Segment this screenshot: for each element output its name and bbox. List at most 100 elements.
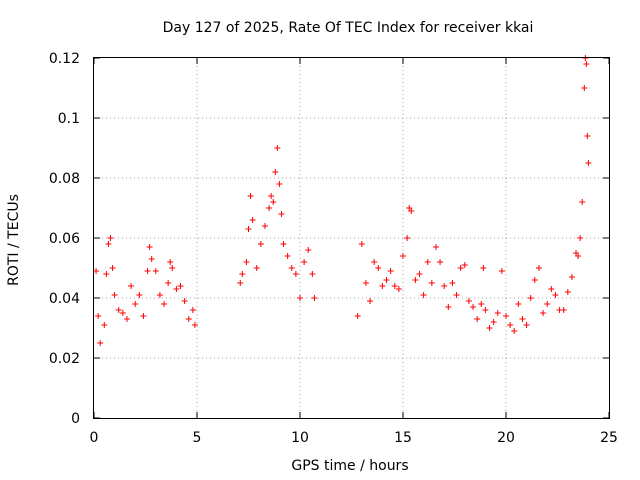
y-tick-label: 0 xyxy=(71,411,80,427)
data-point xyxy=(474,316,481,322)
data-point xyxy=(441,283,448,289)
data-point xyxy=(564,289,571,295)
data-point xyxy=(457,265,464,271)
data-point xyxy=(568,274,575,280)
data-point xyxy=(482,307,489,313)
data-point xyxy=(498,268,505,274)
data-point xyxy=(276,181,283,187)
data-point xyxy=(144,268,151,274)
data-point xyxy=(465,298,472,304)
data-point xyxy=(437,259,444,265)
data-point xyxy=(292,271,299,277)
data-point xyxy=(107,235,114,241)
data-point xyxy=(453,292,460,298)
data-point xyxy=(490,319,497,325)
data-point xyxy=(507,322,514,328)
y-tick-label: 0.08 xyxy=(49,171,80,187)
data-point xyxy=(297,295,303,301)
data-point xyxy=(416,271,423,277)
data-point xyxy=(379,283,386,289)
data-point xyxy=(575,253,582,259)
data-point xyxy=(371,259,378,265)
data-point xyxy=(115,307,122,313)
data-point xyxy=(362,280,369,286)
data-point xyxy=(119,310,126,316)
data-point xyxy=(253,265,260,271)
data-point xyxy=(531,277,538,283)
data-point xyxy=(560,307,567,313)
data-point xyxy=(515,301,522,307)
data-point xyxy=(95,313,102,319)
axis-ticks xyxy=(93,57,610,419)
data-point xyxy=(173,286,180,292)
data-point xyxy=(284,253,291,259)
data-point xyxy=(311,295,318,301)
data-point xyxy=(161,301,168,307)
data-point xyxy=(354,313,361,319)
x-tick-label: 20 xyxy=(497,430,515,446)
scatter-marks xyxy=(93,55,592,346)
data-point xyxy=(552,292,559,298)
data-point xyxy=(503,313,509,319)
data-point xyxy=(167,259,174,265)
data-point xyxy=(152,268,159,274)
data-point xyxy=(105,241,112,247)
x-tick-label: 15 xyxy=(394,430,412,446)
data-point xyxy=(148,256,155,262)
data-point xyxy=(535,265,542,271)
x-tick-label: 0 xyxy=(90,430,99,446)
data-point xyxy=(486,325,493,331)
data-point xyxy=(181,298,188,304)
data-point xyxy=(480,265,487,271)
data-point xyxy=(408,208,415,214)
data-point xyxy=(585,160,592,166)
data-point xyxy=(123,316,130,322)
data-point xyxy=(581,85,588,91)
data-point xyxy=(272,169,279,175)
data-point xyxy=(579,199,586,205)
data-point xyxy=(577,235,584,241)
data-point xyxy=(461,262,468,268)
data-point xyxy=(280,241,287,247)
data-point xyxy=(400,253,406,259)
data-point xyxy=(583,61,590,67)
data-point xyxy=(544,301,551,307)
y-axis-label: ROTI / TECUs xyxy=(6,194,22,286)
data-point xyxy=(270,199,277,205)
data-point xyxy=(97,340,104,346)
data-point xyxy=(445,304,452,310)
data-point xyxy=(519,316,526,322)
y-tick-label: 0.02 xyxy=(49,351,80,367)
data-point xyxy=(540,310,547,316)
data-point xyxy=(257,241,264,247)
data-point xyxy=(548,286,555,292)
data-point xyxy=(367,298,374,304)
data-point xyxy=(245,226,252,232)
y-tick-labels: 0 0.02 0.04 0.06 0.08 0.1 0.12 xyxy=(49,51,80,427)
data-point xyxy=(494,310,501,316)
data-point xyxy=(103,271,110,277)
data-point xyxy=(177,283,184,289)
x-axis-label: GPS time / hours xyxy=(291,458,408,474)
data-point xyxy=(511,328,518,334)
data-point xyxy=(247,193,254,199)
plot-frame xyxy=(93,57,610,419)
data-point xyxy=(237,280,244,286)
y-tick-label: 0.06 xyxy=(49,231,80,247)
data-point xyxy=(375,265,382,271)
data-point xyxy=(420,292,427,298)
data-point xyxy=(146,244,153,250)
data-point xyxy=(239,271,246,277)
data-point xyxy=(268,193,275,199)
data-point xyxy=(395,286,402,292)
data-point xyxy=(128,283,135,289)
data-point xyxy=(432,244,439,250)
data-point xyxy=(449,280,456,286)
data-point xyxy=(169,265,176,271)
data-point xyxy=(387,268,394,274)
y-tick-label: 0.1 xyxy=(58,111,80,127)
data-point xyxy=(266,205,273,211)
data-point xyxy=(428,280,435,286)
data-point xyxy=(523,322,530,328)
data-point xyxy=(136,292,143,298)
